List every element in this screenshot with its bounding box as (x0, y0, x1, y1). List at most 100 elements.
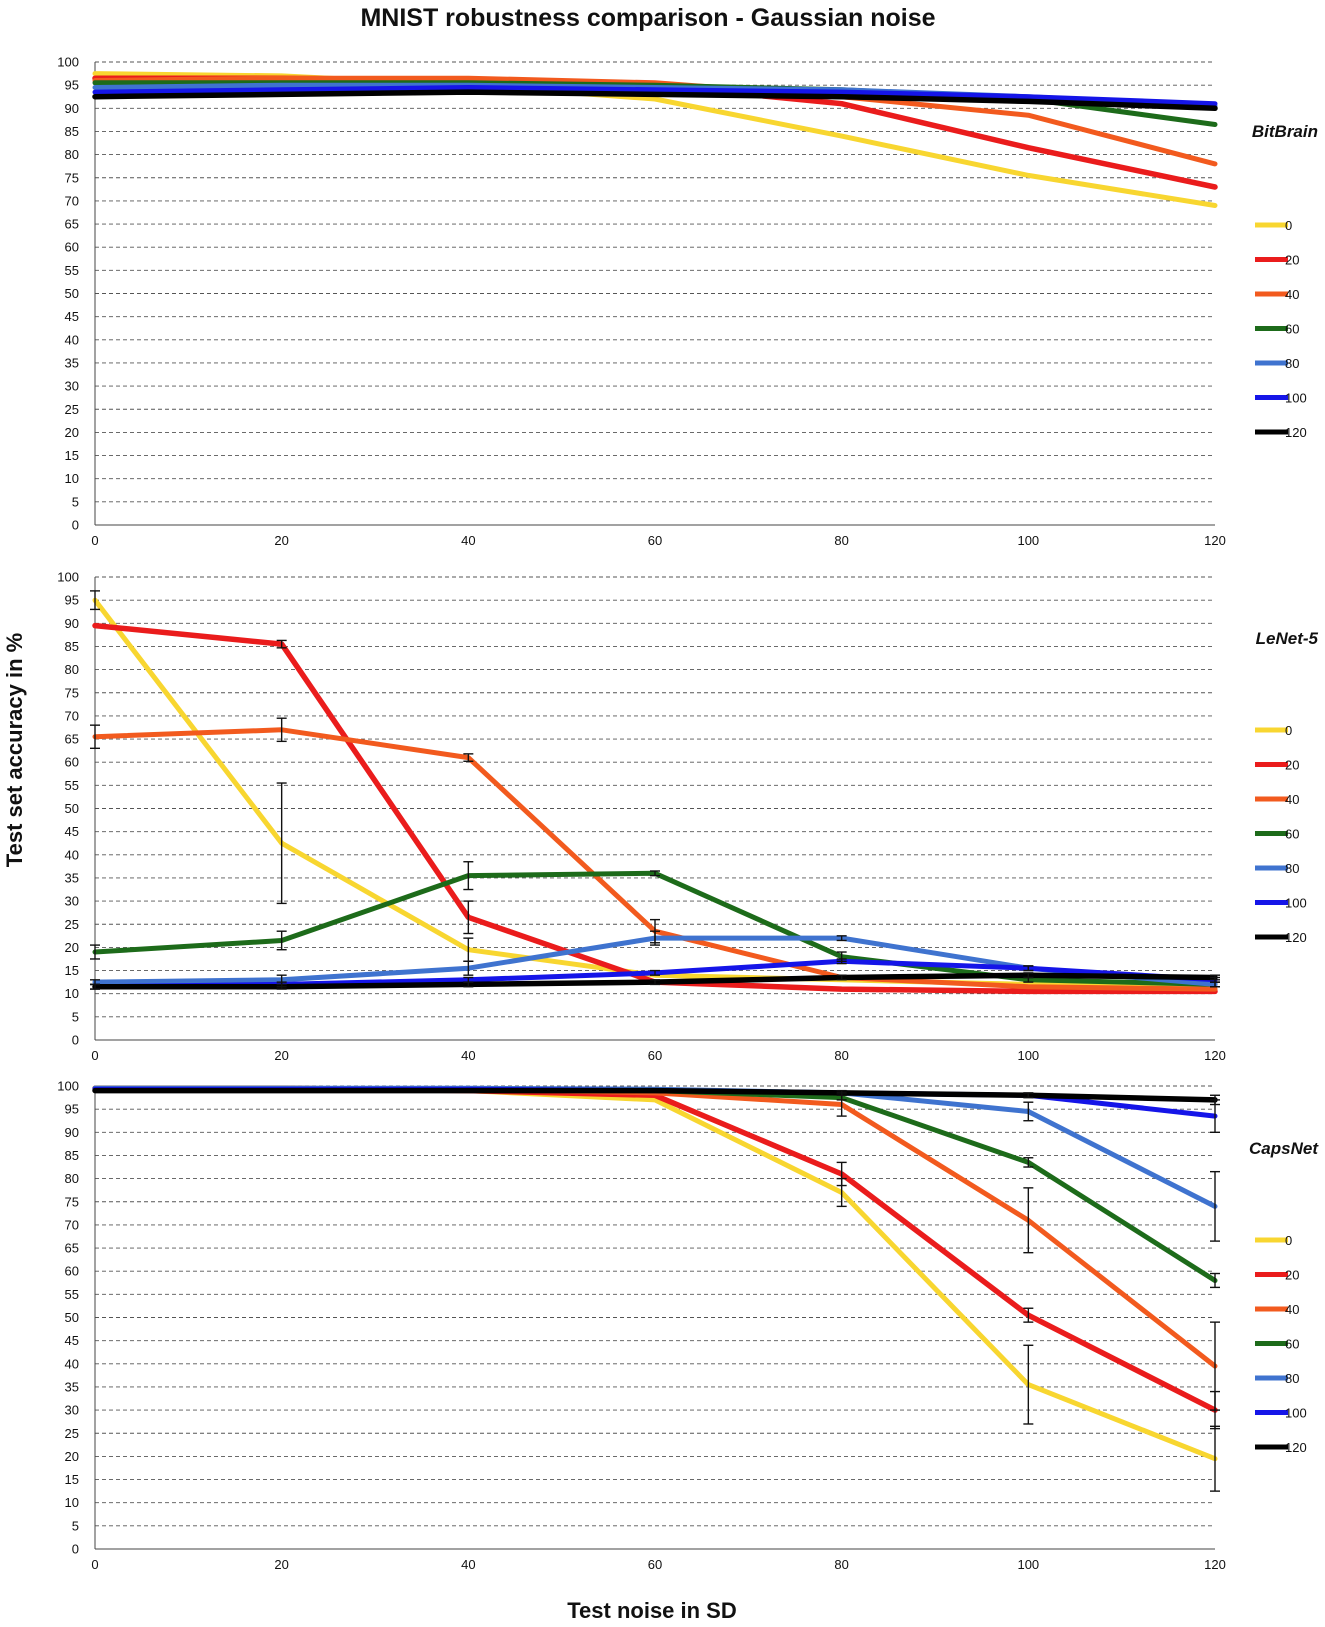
figure-title: MNIST robustness comparison - Gaussian n… (360, 4, 935, 32)
y-tick-label: 75 (65, 685, 79, 700)
legend-item-80: 80 (1255, 1371, 1299, 1386)
error-bar-20 (836, 1161, 847, 1187)
y-tick-label: 20 (65, 425, 79, 440)
y-tick-label: 5 (72, 494, 79, 509)
legend-label: 20 (1285, 758, 1299, 773)
legend-label: 80 (1285, 356, 1299, 371)
y-tick-label: 15 (65, 448, 79, 463)
legend-label: 0 (1285, 1233, 1292, 1248)
x-tick-label: 0 (91, 1557, 98, 1572)
x-tick-label: 0 (91, 533, 98, 548)
y-tick-label: 95 (65, 593, 79, 608)
y-tick-label: 90 (65, 616, 79, 631)
legend-item-40: 40 (1255, 1302, 1299, 1317)
legend-label: 0 (1285, 723, 1292, 738)
y-tick-label: 100 (57, 570, 79, 585)
y-tick-label: 85 (65, 124, 79, 139)
legend-label: 120 (1285, 425, 1307, 440)
legend-label: 40 (1285, 792, 1299, 807)
legend-label: 20 (1285, 253, 1299, 268)
x-tick-label: 0 (91, 1048, 98, 1063)
x-tick-label: 20 (274, 1557, 288, 1572)
series-line-20 (92, 1085, 1218, 1413)
panel-label: BitBrain (1252, 122, 1318, 141)
legend-item-20: 20 (1255, 1268, 1299, 1283)
legend-label: 100 (1285, 391, 1307, 406)
error-bar-100 (836, 958, 847, 965)
error-bar-40 (1210, 1321, 1220, 1411)
x-tick-label: 120 (1204, 1557, 1226, 1572)
y-tick-label: 5 (72, 1518, 79, 1533)
y-tick-label: 80 (65, 1171, 79, 1186)
series-line-40 (92, 727, 1218, 992)
x-tick-label: 80 (834, 1557, 848, 1572)
x-axis-title: Test noise in SD (567, 1598, 737, 1623)
error-bar-20 (463, 900, 474, 935)
x-tick-label: 60 (648, 1557, 662, 1572)
legend-label: 40 (1285, 287, 1299, 302)
y-tick-label: 65 (65, 1241, 79, 1256)
x-tick-label: 120 (1204, 1048, 1226, 1063)
y-tick-label: 60 (65, 1264, 79, 1279)
y-tick-label: 70 (65, 1217, 79, 1232)
error-bar-0 (1023, 1344, 1034, 1425)
y-tick-label: 80 (65, 147, 79, 162)
error-bar-120 (1210, 974, 1220, 981)
error-bar-60 (1210, 1272, 1220, 1289)
x-tick-label: 40 (461, 533, 475, 548)
error-bar-40 (90, 724, 100, 750)
x-tick-label: 60 (648, 533, 662, 548)
legend-label: 0 (1285, 218, 1292, 233)
legend-item-0: 0 (1255, 218, 1292, 233)
y-axis-title: Test set accuracy in % (2, 633, 27, 867)
error-bar-0 (276, 782, 287, 905)
legend-item-20: 20 (1255, 758, 1299, 773)
error-bar-80 (1023, 1101, 1034, 1122)
y-tick-label: 40 (65, 332, 79, 347)
y-tick-label: 60 (65, 240, 79, 255)
y-tick-label: 100 (57, 1079, 79, 1094)
x-tick-label: 60 (648, 1048, 662, 1063)
error-bar-40 (463, 753, 474, 762)
y-tick-label: 45 (65, 309, 79, 324)
y-tick-label: 30 (65, 1403, 79, 1418)
y-tick-label: 50 (65, 286, 79, 301)
legend-item-60: 60 (1255, 322, 1299, 337)
error-bar-80 (836, 1089, 847, 1096)
y-tick-label: 65 (65, 732, 79, 747)
panel-lenet-5: 0 5 10 15 20 25 30 35 40 45 50 55 60 65 70 75 80 85 90 95 10… (57, 570, 1318, 1064)
y-tick-label: 0 (72, 1033, 79, 1048)
y-tick-label: 15 (65, 963, 79, 978)
x-tick-label: 40 (461, 1048, 475, 1063)
legend-item-80: 80 (1255, 861, 1299, 876)
legend-item-60: 60 (1255, 827, 1299, 842)
error-bar-120 (90, 983, 100, 990)
x-tick-label: 100 (1017, 1557, 1039, 1572)
y-tick-label: 80 (65, 662, 79, 677)
legend-item-120: 120 (1255, 425, 1307, 440)
legend-item-0: 0 (1255, 1233, 1292, 1248)
y-tick-label: 65 (65, 217, 79, 232)
y-tick-label: 30 (65, 894, 79, 909)
x-tick-label: 120 (1204, 533, 1226, 548)
y-tick-label: 25 (65, 917, 79, 932)
y-tick-label: 0 (72, 1542, 79, 1557)
legend-item-100: 100 (1255, 896, 1307, 911)
error-bar-60 (650, 870, 660, 877)
y-tick-label: 85 (65, 1148, 79, 1163)
error-bar-80 (650, 930, 660, 946)
error-bar-0 (90, 590, 100, 611)
legend-label: 80 (1285, 1371, 1299, 1386)
legend-label: 40 (1285, 1302, 1299, 1317)
y-tick-label: 75 (65, 170, 79, 185)
y-tick-label: 15 (65, 1472, 79, 1487)
legend-label: 60 (1285, 827, 1299, 842)
error-bar-100 (1023, 965, 1034, 972)
error-bar-60 (276, 930, 287, 951)
panels-group: 0510152025303540455055606570758085909510… (57, 55, 1319, 1573)
y-tick-label: 35 (65, 1379, 79, 1394)
y-tick-label: 20 (65, 1449, 79, 1464)
error-bar-120 (463, 981, 474, 988)
x-tick-label: 20 (274, 533, 288, 548)
y-tick-label: 100 (57, 55, 79, 70)
